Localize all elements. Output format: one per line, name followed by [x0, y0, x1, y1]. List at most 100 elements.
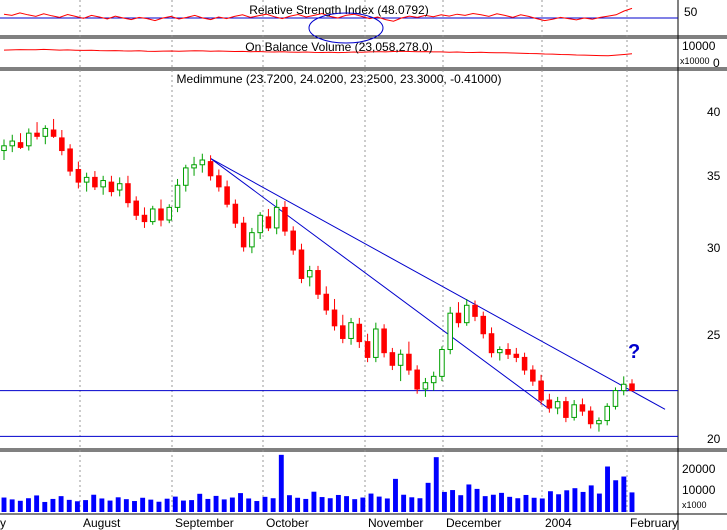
volume-tick-20000: 20000	[682, 462, 716, 476]
volume-tick-10000: 10000	[682, 483, 716, 497]
volume-bar-13	[107, 500, 113, 512]
volume-bar-36	[295, 497, 301, 512]
volume-bar-18	[148, 499, 154, 512]
candle-body-19	[158, 208, 164, 221]
obv-title: On Balance Volume (23,058,278.0)	[245, 40, 432, 54]
volume-bar-66	[539, 498, 545, 512]
candle-body-64	[530, 369, 536, 382]
volume-bar-61	[499, 492, 504, 512]
obv-tick-10000: 10000	[682, 39, 716, 53]
volume-bar-26	[213, 495, 219, 512]
obv-tick-multiplier: x10000	[680, 56, 710, 66]
candle-body-38	[315, 270, 321, 295]
volume-bar-23	[189, 500, 195, 512]
candle-body-28	[232, 203, 239, 224]
volume-bar-51	[417, 498, 423, 512]
rsi-highlight-ellipse	[308, 12, 384, 44]
candle-body-76	[629, 383, 635, 392]
volume-bar-8	[66, 499, 72, 512]
month-label-october: October	[266, 516, 309, 530]
volume-bar-16	[132, 501, 137, 512]
candle-body-65	[538, 380, 544, 401]
candle-body-32	[265, 216, 272, 229]
candle-body-46	[381, 328, 387, 354]
candle-body-67	[554, 401, 561, 409]
volume-bar-31	[254, 501, 260, 512]
volume-bar-38	[311, 491, 317, 512]
candle-body-50	[414, 369, 420, 390]
volume-bar-65	[531, 497, 537, 512]
candle-body-11	[92, 176, 98, 188]
candle-body-47	[389, 352, 396, 366]
candle-body-18	[149, 208, 156, 223]
volume-bar-7	[58, 496, 64, 512]
question-annotation: ?	[628, 341, 640, 363]
volume-bar-30	[246, 498, 252, 512]
candle-body-60	[497, 349, 503, 354]
volume-tick-multiplier: x1000	[682, 500, 707, 510]
candle-body-56	[463, 304, 470, 324]
price-title: Medimmune (23.7200, 24.0200, 23.2500, 23…	[177, 72, 502, 86]
candle-body-9	[75, 168, 82, 183]
volume-bar-6	[50, 498, 56, 512]
volume-bar-35	[287, 495, 292, 512]
candle-body-45	[373, 328, 379, 358]
volume-bar-10	[83, 500, 89, 512]
volume-bar-17	[140, 497, 146, 512]
candle-body-53	[439, 349, 445, 377]
candle-body-23	[191, 164, 197, 169]
candle-body-6	[50, 129, 57, 137]
volume-bar-67	[547, 491, 553, 512]
price-tick-35: 35	[707, 169, 721, 183]
candle-body-0	[1, 145, 7, 152]
trendline-0	[210, 157, 666, 410]
volume-bar-40	[327, 498, 333, 512]
candle-body-26	[216, 175, 222, 188]
volume-bar-47	[384, 498, 390, 512]
candle-body-75	[620, 383, 627, 392]
candle-body-40	[331, 309, 338, 327]
volume-bar-39	[319, 497, 325, 512]
rsi-line	[3, 7, 633, 22]
volume-bar-24	[197, 493, 203, 512]
volume-bar-72	[588, 485, 594, 512]
obv-line	[3, 48, 633, 57]
volume-bar-54	[441, 491, 447, 512]
candle-body-1	[9, 140, 16, 147]
volume-bar-2	[17, 500, 23, 512]
candle-body-16	[133, 200, 139, 216]
volume-bar-34	[278, 454, 284, 512]
month-gridlines	[79, 0, 628, 514]
candle-body-41	[340, 325, 346, 339]
volume-bar-43	[352, 499, 358, 512]
volume-bar-64	[523, 494, 529, 512]
candle-body-68	[563, 401, 569, 418]
candle-body-15	[125, 183, 131, 204]
volume-bar-69	[564, 490, 570, 512]
volume-bar-44	[360, 497, 366, 512]
volume-bar-52	[425, 482, 431, 512]
candle-body-66	[546, 399, 553, 409]
candle-body-70	[579, 404, 586, 412]
candle-body-4	[34, 132, 40, 137]
volume-bar-56	[458, 495, 464, 512]
candle-body-7	[59, 137, 65, 152]
volume-bar-76	[621, 476, 627, 512]
volume-bar-19	[156, 501, 162, 512]
volume-bar-14	[115, 497, 121, 512]
candle-body-61	[505, 349, 511, 355]
month-label-prev: y	[0, 516, 6, 530]
month-label-august: August	[83, 516, 121, 530]
candle-body-35	[290, 230, 296, 251]
rsi-panel	[0, 7, 678, 22]
volume-bar-42	[344, 496, 349, 512]
volume-bar-27	[221, 499, 227, 512]
candle-body-27	[224, 186, 230, 205]
volume-bar-41	[335, 494, 341, 512]
volume-bar-49	[401, 494, 407, 512]
volume-bar-70	[572, 488, 578, 512]
volume-bar-15	[123, 499, 129, 512]
candle-body-54	[447, 312, 453, 351]
volume-bar-20	[164, 498, 170, 512]
candle-body-14	[116, 183, 123, 191]
